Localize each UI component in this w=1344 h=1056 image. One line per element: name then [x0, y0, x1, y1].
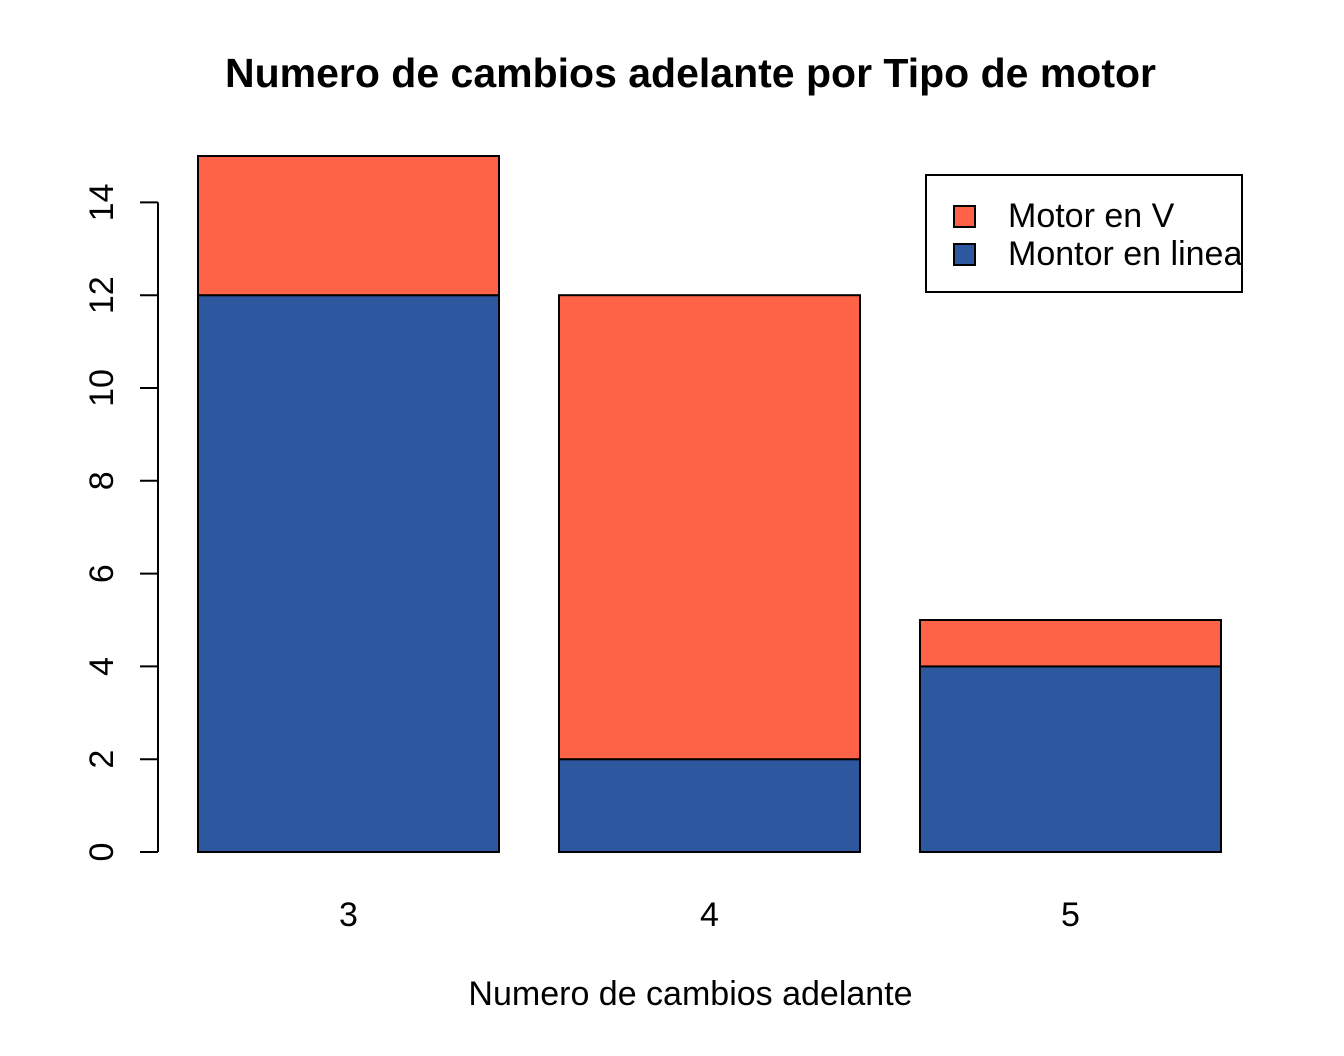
bar-4-segment [558, 294, 861, 761]
bar-5-segment [919, 619, 1222, 668]
y-axis-tick-label: 14 [83, 183, 121, 221]
y-axis-tick-label: 12 [83, 276, 121, 314]
legend-item-montor-en-linea: Montor en linea [927, 237, 1242, 271]
y-axis-tick-label: 4 [83, 657, 121, 676]
y-axis-tick-label: 10 [83, 369, 121, 407]
legend-swatch-motor-en-v [953, 204, 976, 228]
bar-4-segment [558, 758, 861, 854]
legend-box: Motor en V Montor en linea [925, 174, 1243, 293]
x-category-label: 4 [700, 896, 719, 934]
legend-label-motor-en-v: Motor en V [1008, 197, 1175, 235]
x-category-label: 5 [1061, 896, 1080, 934]
bar-5-segment [919, 665, 1222, 854]
bar-3-segment [197, 155, 500, 297]
legend-swatch-montor-en-linea [953, 242, 976, 266]
y-axis-tick-label: 8 [83, 471, 121, 490]
x-axis-title: Numero de cambios adelante [468, 975, 913, 1013]
y-axis-tick-label: 6 [83, 564, 121, 583]
y-axis-tick-label: 2 [83, 750, 121, 769]
legend-item-motor-en-v: Motor en V [927, 199, 1174, 233]
legend-label-montor-en-linea: Montor en linea [1008, 235, 1243, 273]
x-category-label: 3 [339, 896, 358, 934]
chart-title: Numero de cambios adelante por Tipo de m… [224, 50, 1156, 96]
y-axis-tick-label: 0 [83, 843, 121, 862]
bar-3-segment [197, 294, 500, 853]
